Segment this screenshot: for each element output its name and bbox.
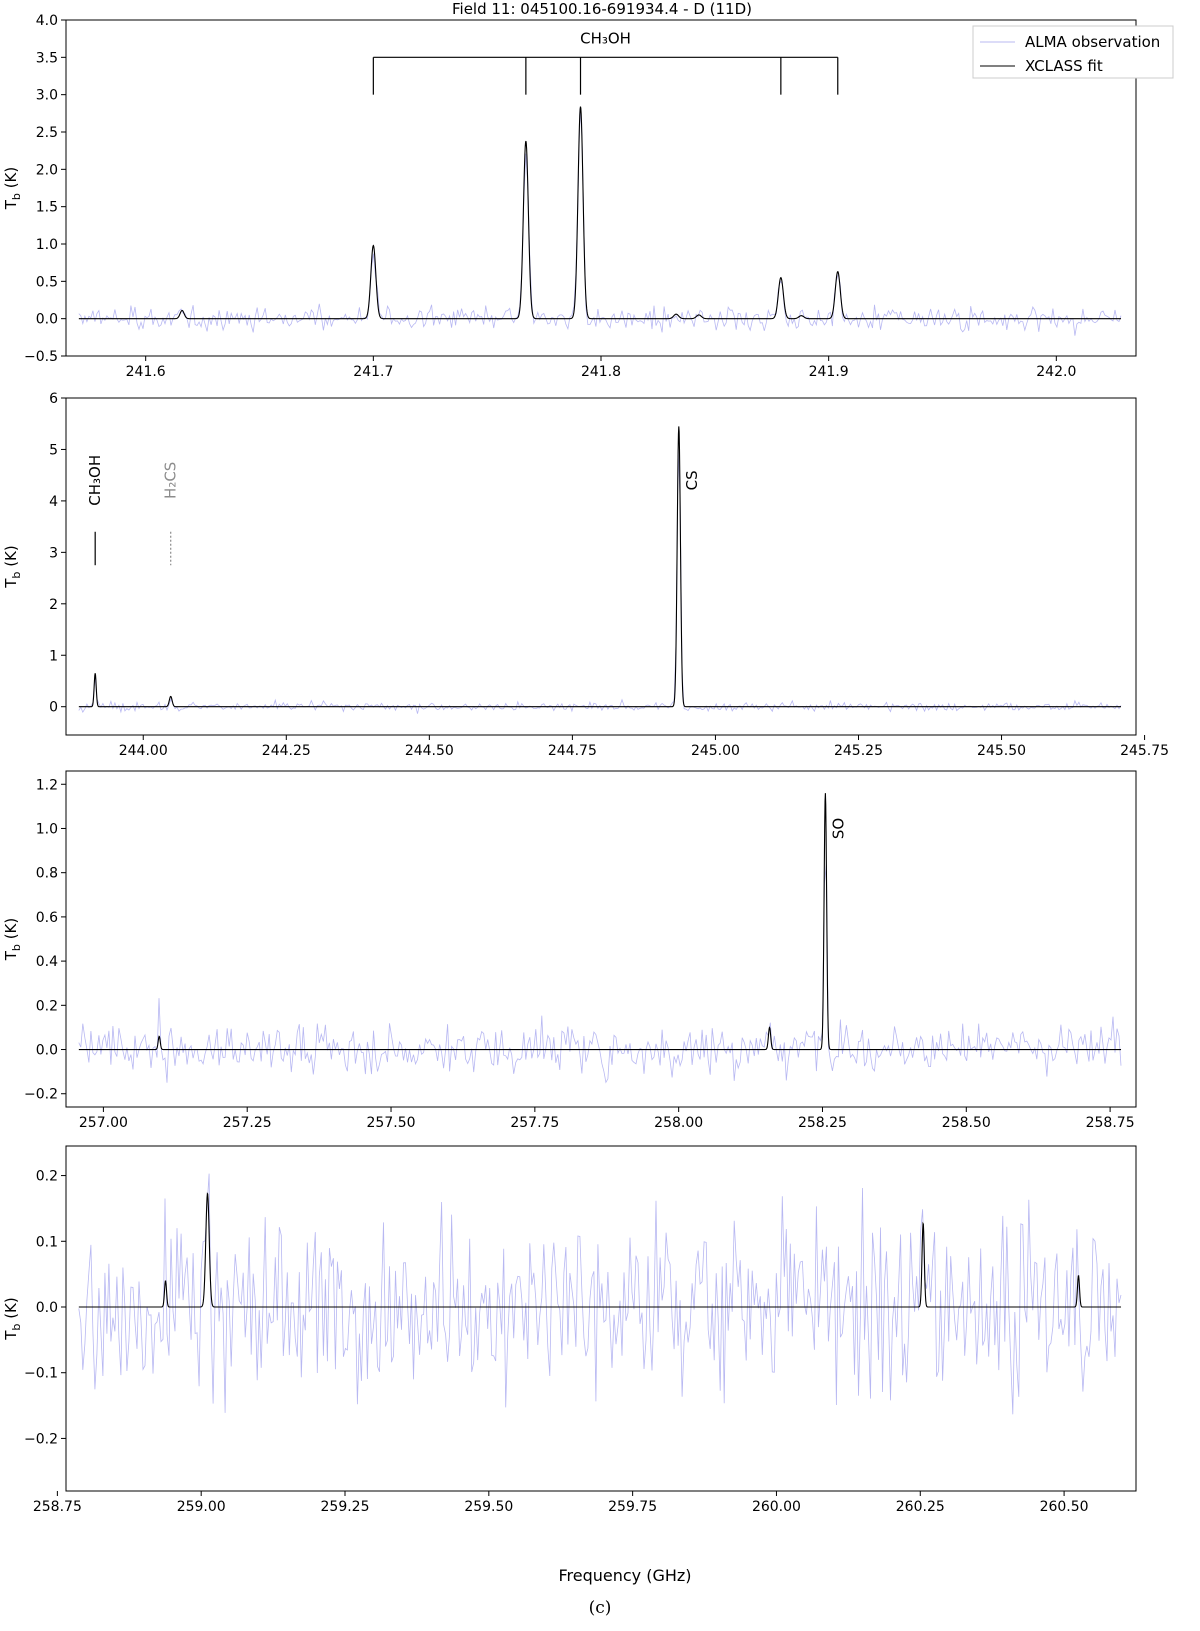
x-tick-label: 245.25	[834, 743, 883, 759]
x-tick-label: 259.25	[321, 1499, 370, 1515]
y-tick-label: 4.0	[36, 13, 58, 29]
fit-series	[78, 1192, 1122, 1308]
x-tick-label: 257.50	[367, 1115, 416, 1131]
figure-title: Field 11: 045100.16-691934.4 - D (11D)	[452, 0, 752, 18]
y-tick-label: 0.0	[36, 1300, 58, 1316]
x-tick-label: 245.50	[977, 743, 1026, 759]
y-tick-label: 0.8	[36, 866, 58, 882]
x-tick-label: 260.50	[1040, 1499, 1089, 1515]
y-tick-label: 6	[49, 391, 58, 407]
fit-series	[78, 793, 1122, 1051]
figure-caption: (c)	[588, 1598, 612, 1618]
y-axis-label: Tb (K)	[2, 167, 23, 210]
x-tick-label: 258.75	[1086, 1115, 1135, 1131]
legend-label-fit: XCLASS fit	[1025, 57, 1103, 75]
x-tick-label: 244.25	[262, 743, 311, 759]
legend-label-observation: ALMA observation	[1025, 33, 1160, 51]
y-tick-label: 0	[49, 700, 58, 716]
x-tick-label: 241.7	[353, 364, 393, 380]
y-tick-label: 2	[49, 597, 58, 613]
y-tick-label: 5	[49, 442, 58, 458]
y-tick-label: 0.0	[36, 1043, 58, 1059]
line-id-label: SO	[829, 818, 847, 839]
y-tick-label: 4	[49, 494, 58, 510]
y-tick-label: 1	[49, 648, 58, 664]
y-tick-label: 0.0	[36, 312, 58, 328]
legend: ALMA observation XCLASS fit	[972, 25, 1174, 79]
y-tick-label: −0.2	[24, 1431, 58, 1447]
y-axis-label: Tb (K)	[2, 545, 23, 588]
x-tick-label: 241.9	[809, 364, 849, 380]
x-tick-label: 244.00	[119, 743, 168, 759]
x-tick-label: 244.75	[548, 743, 597, 759]
x-tick-label: 259.75	[608, 1499, 657, 1515]
y-tick-label: 0.2	[36, 998, 58, 1014]
observation-series	[78, 1173, 1122, 1415]
y-tick-label: −0.2	[24, 1087, 58, 1103]
line-id-label: CS	[683, 470, 701, 490]
panel-1: 241.6 241.7 241.8 241.9 242.0 −0.5 0.0 0.5 1.0 1.…	[2, 13, 1137, 380]
x-tick-label: 245.00	[691, 743, 740, 759]
y-tick-label: 1.5	[36, 200, 58, 216]
x-tick-label: 259.50	[464, 1499, 513, 1515]
y-tick-label: 3	[49, 545, 58, 561]
y-tick-label: 2.5	[36, 125, 58, 141]
observation-series	[78, 864, 1122, 1084]
y-tick-label: 1.0	[36, 237, 58, 253]
y-tick-label: 0.1	[36, 1234, 58, 1250]
line-id-label: CH₃OH	[580, 30, 631, 48]
y-tick-label: 0.6	[36, 910, 58, 926]
x-tick-label: 260.25	[896, 1499, 945, 1515]
x-tick-label: 260.00	[752, 1499, 801, 1515]
y-tick-label: 1.0	[36, 821, 58, 837]
panel-3: 257.00 257.25 257.50 257.75 258.00 258.25 258.…	[2, 770, 1137, 1131]
x-tick-label: 241.6	[126, 364, 166, 380]
y-tick-label: 0.4	[36, 954, 58, 970]
x-tick-label: 257.75	[510, 1115, 559, 1131]
y-tick-label: 0.2	[36, 1169, 58, 1185]
y-tick-label: −0.1	[24, 1366, 58, 1382]
x-tick-label: 245.75	[1120, 743, 1169, 759]
x-tick-label: 258.00	[654, 1115, 703, 1131]
y-tick-label: 3.0	[36, 88, 58, 104]
x-tick-label: 257.25	[223, 1115, 272, 1131]
plot-frame	[65, 1145, 1137, 1492]
panel-4: 258.75 259.00 259.25 259.50 259.75 260.00 260.…	[2, 1145, 1137, 1515]
observation-series	[78, 108, 1122, 336]
plot-frame	[65, 397, 1137, 736]
x-tick-label: 244.50	[405, 743, 454, 759]
y-tick-label: −0.5	[24, 349, 58, 365]
y-tick-label: 3.5	[36, 50, 58, 66]
x-tick-label: 259.00	[177, 1499, 226, 1515]
x-tick-label: 257.00	[79, 1115, 128, 1131]
fit-series	[78, 426, 1122, 708]
x-tick-label: 242.0	[1036, 364, 1076, 380]
y-axis-label: Tb (K)	[2, 1297, 23, 1340]
legend-frame	[972, 25, 1174, 79]
observation-series	[78, 449, 1122, 714]
y-axis-label: Tb (K)	[2, 918, 23, 961]
y-tick-label: 0.5	[36, 274, 58, 290]
x-axis-label: Frequency (GHz)	[558, 1566, 691, 1585]
y-tick-label: 1.2	[36, 777, 58, 793]
y-tick-label: 2.0	[36, 162, 58, 178]
line-id-label: H₂CS	[162, 462, 180, 499]
x-tick-label: 258.50	[942, 1115, 991, 1131]
line-id-label: CH₃OH	[86, 455, 104, 506]
x-tick-label: 258.25	[798, 1115, 847, 1131]
plot-frame	[65, 770, 1137, 1108]
x-tick-label: 258.75	[33, 1499, 82, 1515]
fit-series	[78, 106, 1122, 320]
x-tick-label: 241.8	[581, 364, 621, 380]
panel-2: 244.00 244.25 244.50 244.75 245.00 245.25 245.…	[2, 391, 1169, 759]
